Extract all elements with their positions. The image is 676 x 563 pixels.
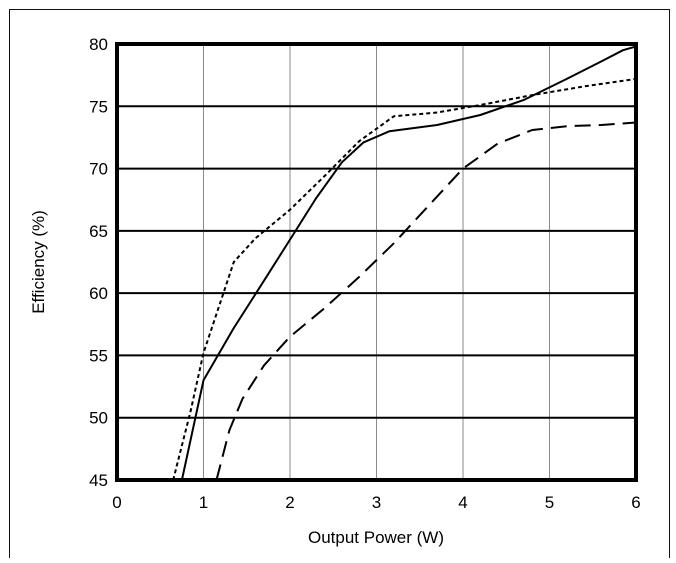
x-tick-label: 4 bbox=[458, 493, 467, 512]
plot-border bbox=[115, 42, 638, 482]
y-tick-label: 60 bbox=[89, 284, 108, 303]
y-tick-label: 70 bbox=[89, 160, 108, 179]
y-tick-label: 50 bbox=[89, 409, 108, 428]
y-tick-label: 55 bbox=[89, 346, 108, 365]
x-tick-label: 1 bbox=[199, 493, 208, 512]
y-tick-label: 65 bbox=[89, 222, 108, 241]
series-line-2-dotted bbox=[172, 77, 637, 481]
x-tick-label: 6 bbox=[631, 493, 640, 512]
figure-frame bbox=[9, 9, 670, 558]
y-tick-label: 80 bbox=[89, 35, 108, 54]
series-group bbox=[172, 45, 637, 481]
y-axis-label: Efficiency (%) bbox=[29, 210, 48, 314]
grid bbox=[117, 44, 636, 480]
x-tick-label: 5 bbox=[545, 493, 554, 512]
x-tick-labels: 0 1 2 3 4 5 6 bbox=[112, 493, 640, 512]
x-tick-label: 2 bbox=[285, 493, 294, 512]
x-axis-label: Output Power (W) bbox=[308, 528, 444, 547]
series-line-3-dashed bbox=[215, 121, 637, 481]
series-line-1-solid bbox=[180, 45, 637, 481]
x-tick-label: 3 bbox=[372, 493, 381, 512]
x-tick-label: 0 bbox=[112, 493, 121, 512]
y-tick-label: 45 bbox=[89, 471, 108, 490]
y-tick-label: 75 bbox=[89, 97, 108, 116]
y-tick-labels: 45 50 55 60 65 70 75 80 bbox=[89, 35, 108, 490]
